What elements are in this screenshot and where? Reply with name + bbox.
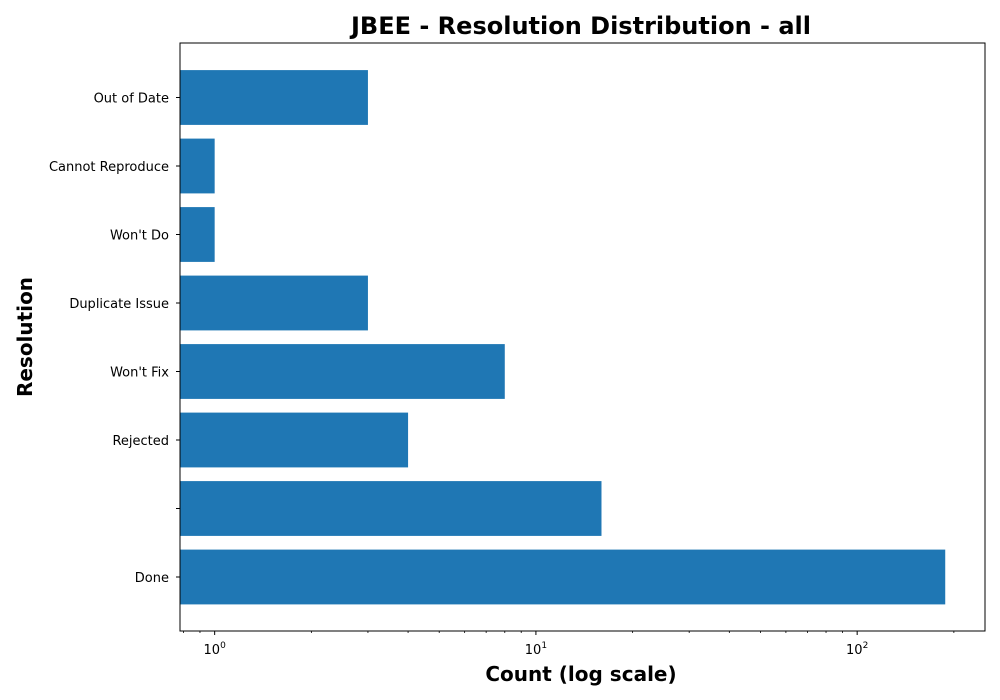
bar-cannot-reproduce	[180, 139, 215, 194]
bar-duplicate-issue	[180, 276, 368, 331]
bar-won-t-do	[180, 207, 215, 262]
y-tick-label: Rejected	[112, 434, 169, 449]
bar-rejected	[180, 413, 408, 468]
bar-out-of-date	[180, 70, 368, 125]
x-tick-label: 102	[846, 641, 868, 658]
y-tick-label: Done	[135, 571, 169, 586]
y-tick-label: Duplicate Issue	[69, 297, 169, 312]
y-tick-label: Cannot Reproduce	[49, 160, 169, 175]
bar-done	[180, 550, 945, 605]
bar-won-t-fix	[180, 344, 505, 399]
bars-group	[180, 70, 945, 604]
chart-title: JBEE - Resolution Distribution - all	[349, 12, 811, 40]
x-axis-label: Count (log scale)	[485, 662, 676, 686]
y-axis-label: Resolution	[13, 277, 37, 397]
y-axis-ticks: Done Rejected Won't Fix Duplicate Issue Won'…	[49, 92, 180, 587]
y-tick-label: Won't Fix	[110, 366, 169, 381]
bar-blank	[180, 481, 601, 536]
y-tick-label: Won't Do	[110, 229, 169, 244]
plot-frame	[180, 43, 985, 631]
x-tick-label: 101	[525, 641, 547, 658]
x-tick-label: 100	[204, 641, 227, 658]
x-axis-ticks: 100 101 102	[184, 631, 954, 658]
y-tick-label: Out of Date	[94, 92, 169, 107]
